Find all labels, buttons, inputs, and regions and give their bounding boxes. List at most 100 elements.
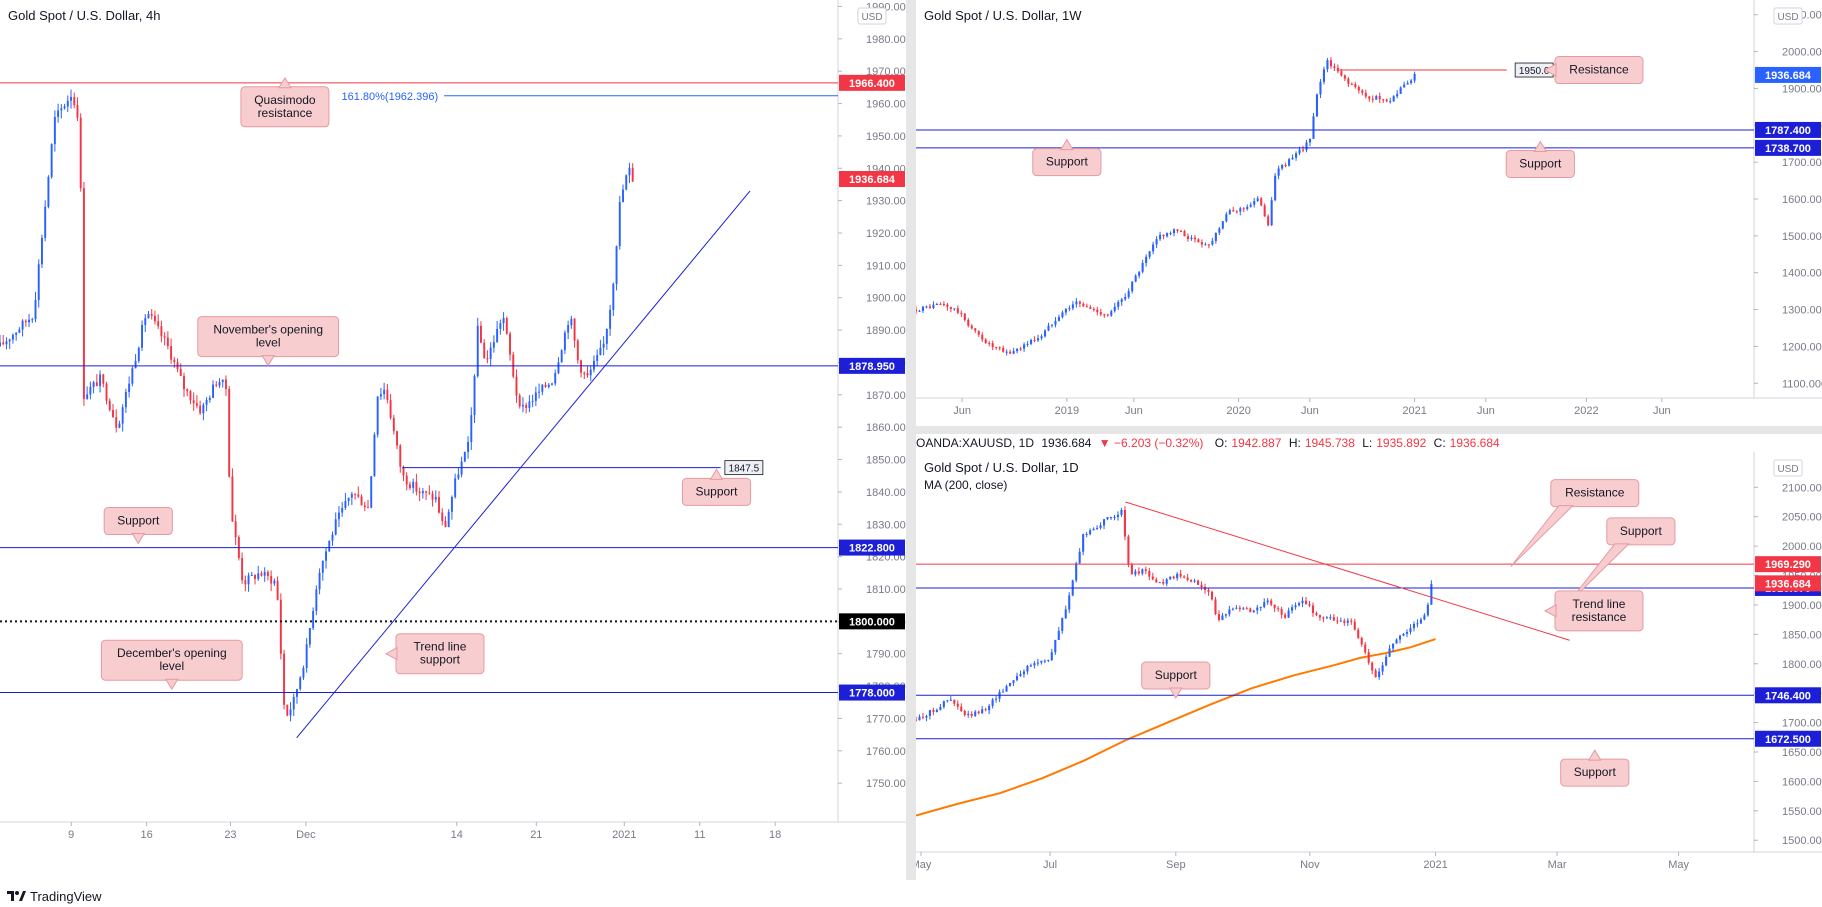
callout-label: Support (695, 484, 738, 498)
callout-box (1606, 517, 1676, 546)
candle-body (1245, 608, 1248, 610)
chart-1d-panel[interactable]: 1500.000 1550.000 1600.000 1650.000 1700.000… (916, 452, 1822, 880)
candle-body (1047, 325, 1050, 331)
candle-body (1169, 576, 1172, 580)
candle-body (544, 384, 547, 388)
candle-body (1152, 244, 1155, 252)
tradingview-logo-icon[interactable] (6, 887, 26, 903)
candle-body (328, 540, 331, 552)
candle-body (1172, 576, 1175, 579)
tradingview-brand[interactable]: TradingView (30, 889, 102, 904)
candle-body (66, 100, 69, 107)
candle-body (292, 696, 295, 710)
candle-body (1075, 563, 1078, 581)
candle-body (144, 318, 147, 325)
chart-1w-svg[interactable]: 1100.000 1200.000 1300.000 1400.000 1500.000… (916, 0, 1822, 426)
price-tag-label: 1847.5 (729, 464, 760, 475)
candle-body (315, 589, 318, 611)
candle-body (956, 308, 959, 313)
callout-label: Support (117, 514, 160, 528)
x-tick-label: Jul (1043, 859, 1057, 871)
x-tick-label: 21 (530, 829, 542, 841)
callout: Support (1560, 749, 1630, 787)
candle-body (1336, 620, 1339, 622)
chart-1w-panel[interactable]: 1100.000 1200.000 1300.000 1400.000 1500.000… (916, 0, 1822, 426)
candle-body (1054, 320, 1057, 325)
callout-pointer (709, 468, 724, 480)
chart-4h-panel[interactable]: 1750.0001760.0001770.0001780.0001790.000… (0, 0, 906, 880)
y-tick-label: 1900.000 (1782, 83, 1822, 95)
candle-body (50, 143, 53, 177)
candle-body (1239, 208, 1242, 212)
candle-body (496, 328, 499, 343)
candle-body (1026, 666, 1029, 672)
callout-pointer (261, 355, 276, 367)
candle-body (1186, 577, 1189, 580)
callout-label: Resistance (1565, 486, 1625, 500)
y-tick-label: 1900.000 (866, 293, 906, 305)
callout-label: Quasimodo (254, 93, 316, 107)
candle-body (970, 325, 973, 329)
y-tick-label: 1840.000 (866, 487, 906, 499)
candle-body (631, 167, 634, 182)
y-tick-label: 2050.000 (1782, 512, 1822, 524)
panel-divider-horizontal[interactable] (916, 426, 1822, 434)
candle-body (628, 167, 631, 176)
candle-body (935, 304, 938, 306)
candle-body (1054, 639, 1057, 653)
callout-box (1550, 479, 1640, 508)
candle-body (1137, 571, 1140, 574)
callout-pointer (384, 646, 398, 661)
y-tick-label: 1600.000 (1782, 194, 1822, 206)
candle-body (1263, 602, 1266, 608)
candle-body (1360, 637, 1363, 645)
y-tick-label: 1900.000 (1782, 600, 1822, 612)
candle-body (1395, 639, 1398, 644)
candle-body (1089, 307, 1092, 309)
candle-body (40, 237, 43, 265)
candle-body (1253, 201, 1256, 205)
legend-close-label: C: (1433, 436, 1446, 450)
candle-body (1378, 671, 1381, 678)
candle-body (1426, 604, 1429, 616)
candle-body (318, 572, 321, 590)
candle-body (618, 202, 621, 247)
candle-body (470, 415, 473, 442)
candle-body (1172, 229, 1176, 234)
candle-body (1064, 308, 1067, 313)
candle-body (1322, 69, 1325, 82)
candle-body (1412, 623, 1416, 629)
candle-body (1214, 599, 1217, 615)
candle-body (1242, 608, 1245, 610)
panel-divider-vertical[interactable] (906, 0, 916, 880)
candle-body (939, 706, 942, 710)
candle-body (1203, 586, 1207, 590)
candle-body (1096, 309, 1099, 313)
candle-body (1381, 665, 1384, 672)
candle-body (967, 713, 970, 716)
chart-1d-svg[interactable]: 1500.000 1550.000 1600.000 1650.000 1700.000… (916, 452, 1822, 880)
level-price-tag (839, 684, 905, 701)
y-tick-label: 2000.000 (1782, 541, 1822, 553)
candle-body (1117, 301, 1120, 307)
x-tick-label: Nov (1300, 859, 1320, 871)
candle-body (551, 383, 553, 385)
candle-body (1200, 584, 1203, 587)
ma-200-line (916, 638, 1436, 817)
candle-body (463, 451, 466, 462)
candle-body (1325, 617, 1328, 619)
candle-body (918, 310, 921, 312)
callout-pointer (1543, 63, 1557, 77)
candle-body (279, 599, 282, 654)
candle-body (1110, 311, 1113, 316)
candle-body (360, 496, 363, 506)
candle-body (57, 110, 60, 117)
candle-body (1361, 90, 1364, 93)
chart-4h-svg[interactable]: 1750.0001760.0001770.0001780.0001790.000… (0, 0, 906, 880)
candle-body (118, 423, 121, 428)
candle-body (1113, 306, 1116, 312)
candle-body (11, 334, 14, 340)
candle-body (557, 362, 560, 374)
level-price-label: 1878.950 (849, 361, 895, 373)
chart-4h-title: Gold Spot / U.S. Dollar, 4h (8, 8, 161, 23)
